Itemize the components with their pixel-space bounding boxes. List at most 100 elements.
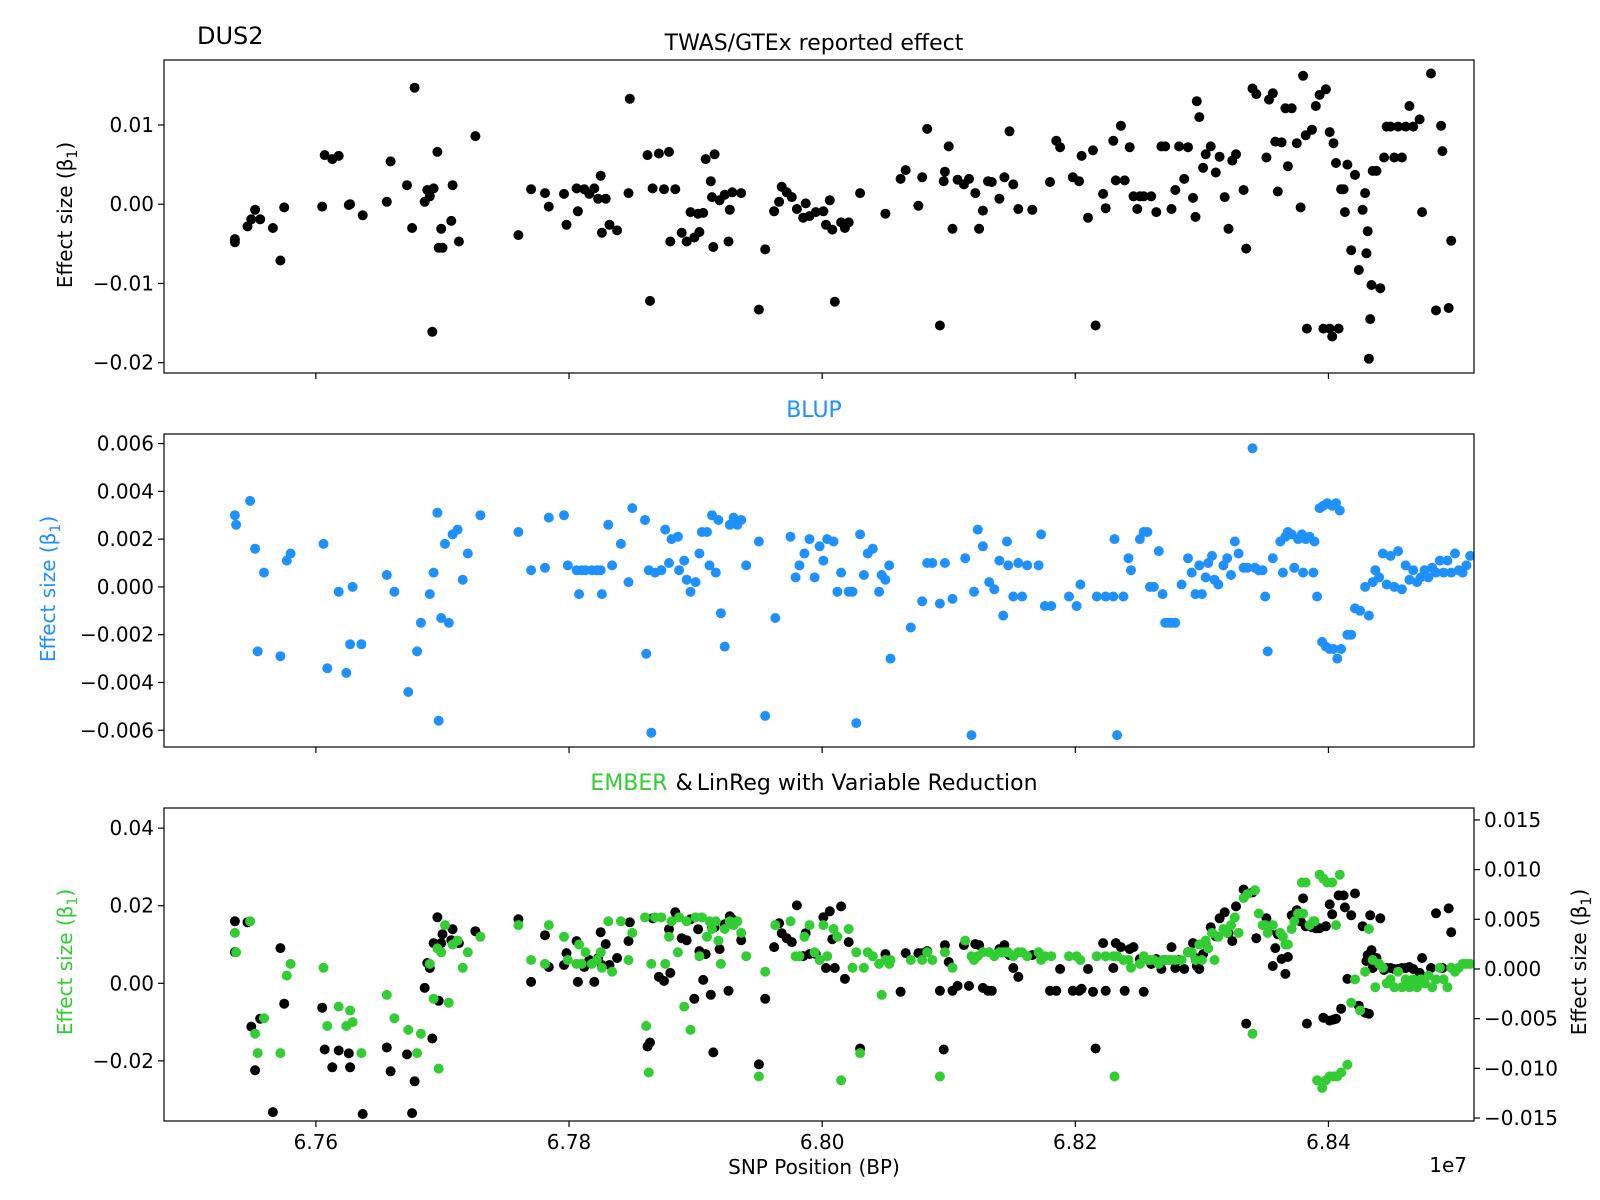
y-tick-label: −0.004 bbox=[80, 670, 154, 694]
data-point bbox=[939, 558, 950, 568]
data-point bbox=[1226, 570, 1236, 580]
axes-frame bbox=[163, 59, 1475, 374]
y-tick-label: −0.006 bbox=[80, 718, 154, 742]
panel-twas: TWAS/GTEx reported effect Effect size (β… bbox=[53, 31, 1475, 379]
data-point bbox=[1100, 985, 1111, 996]
data-point bbox=[453, 236, 464, 247]
data-point bbox=[922, 947, 933, 958]
data-point bbox=[612, 953, 623, 963]
data-point bbox=[1267, 88, 1278, 99]
data-point bbox=[1377, 548, 1388, 559]
data-point bbox=[1412, 982, 1422, 993]
data-point bbox=[1320, 84, 1331, 95]
data-point bbox=[1301, 1018, 1312, 1029]
data-point bbox=[984, 577, 995, 588]
data-point bbox=[1071, 601, 1082, 611]
data-point bbox=[786, 192, 797, 203]
data-point bbox=[1064, 951, 1074, 962]
data-point bbox=[666, 916, 677, 927]
data-point bbox=[1363, 924, 1374, 934]
data-point bbox=[389, 1013, 400, 1024]
data-point bbox=[347, 581, 358, 592]
data-point bbox=[447, 924, 458, 935]
data-point bbox=[1346, 629, 1357, 640]
data-point bbox=[1205, 141, 1216, 152]
data-point bbox=[436, 223, 447, 234]
data-point bbox=[572, 976, 583, 987]
data-point bbox=[513, 920, 524, 931]
data-point bbox=[1327, 909, 1338, 920]
data-point bbox=[1200, 149, 1211, 160]
data-point bbox=[433, 1063, 444, 1074]
data-point bbox=[357, 1109, 368, 1119]
data-point bbox=[1075, 955, 1086, 965]
data-point bbox=[847, 586, 858, 597]
data-point bbox=[419, 982, 430, 993]
data-point bbox=[279, 998, 290, 1009]
data-point bbox=[770, 920, 781, 931]
data-point bbox=[964, 980, 974, 991]
data-point bbox=[415, 617, 426, 628]
y-tick-label-right: 0.000 bbox=[1484, 957, 1541, 981]
data-point bbox=[1183, 142, 1193, 153]
data-point bbox=[947, 962, 958, 973]
data-point bbox=[318, 538, 329, 549]
data-point bbox=[732, 916, 743, 927]
data-point bbox=[1336, 1003, 1347, 1014]
data-point bbox=[710, 916, 721, 927]
y-axis-label-right: Effect size (β1) bbox=[1567, 889, 1595, 1035]
data-point bbox=[694, 227, 705, 237]
data-point bbox=[876, 989, 887, 1000]
data-point bbox=[708, 242, 719, 252]
data-point bbox=[427, 1033, 438, 1044]
data-point bbox=[1138, 191, 1149, 202]
data-point bbox=[1200, 572, 1211, 583]
data-point bbox=[1370, 982, 1381, 993]
data-point bbox=[543, 201, 554, 212]
data-point bbox=[428, 567, 439, 578]
data-point bbox=[591, 955, 602, 965]
data-point bbox=[1055, 142, 1066, 153]
y-axis-label: Effect size (β1) bbox=[36, 516, 64, 662]
data-point bbox=[723, 236, 734, 247]
data-point bbox=[1389, 581, 1400, 592]
data-point bbox=[659, 975, 669, 986]
data-point bbox=[275, 651, 286, 662]
data-point bbox=[229, 510, 240, 521]
data-point bbox=[1004, 126, 1015, 137]
data-point bbox=[1346, 997, 1357, 1008]
data-point bbox=[947, 593, 958, 604]
data-point bbox=[443, 617, 454, 628]
data-point bbox=[1157, 589, 1168, 600]
data-point bbox=[905, 622, 916, 633]
points-layer bbox=[229, 869, 1474, 1119]
data-point bbox=[809, 572, 820, 583]
data-point bbox=[1360, 966, 1371, 977]
data-point bbox=[1408, 974, 1419, 985]
data-point bbox=[245, 916, 256, 927]
data-point bbox=[989, 584, 1000, 595]
data-point bbox=[696, 912, 707, 923]
data-point bbox=[409, 1076, 420, 1087]
data-point bbox=[250, 1028, 261, 1039]
data-point bbox=[839, 973, 850, 984]
data-point bbox=[824, 906, 835, 917]
data-point bbox=[1241, 1018, 1252, 1029]
data-point bbox=[969, 586, 979, 597]
data-point bbox=[1404, 574, 1415, 585]
data-point bbox=[1286, 103, 1297, 114]
data-point bbox=[1276, 137, 1287, 148]
data-point bbox=[719, 189, 730, 200]
data-point bbox=[1188, 192, 1198, 203]
data-point bbox=[1160, 141, 1171, 152]
data-point bbox=[922, 123, 933, 134]
data-point bbox=[790, 572, 801, 583]
axes-frame bbox=[163, 807, 1475, 1122]
data-point bbox=[681, 916, 692, 927]
data-point bbox=[794, 560, 805, 571]
data-point bbox=[1100, 203, 1111, 214]
data-point bbox=[713, 515, 724, 525]
data-point bbox=[836, 567, 847, 578]
data-point bbox=[707, 192, 717, 203]
data-point bbox=[1170, 963, 1181, 973]
